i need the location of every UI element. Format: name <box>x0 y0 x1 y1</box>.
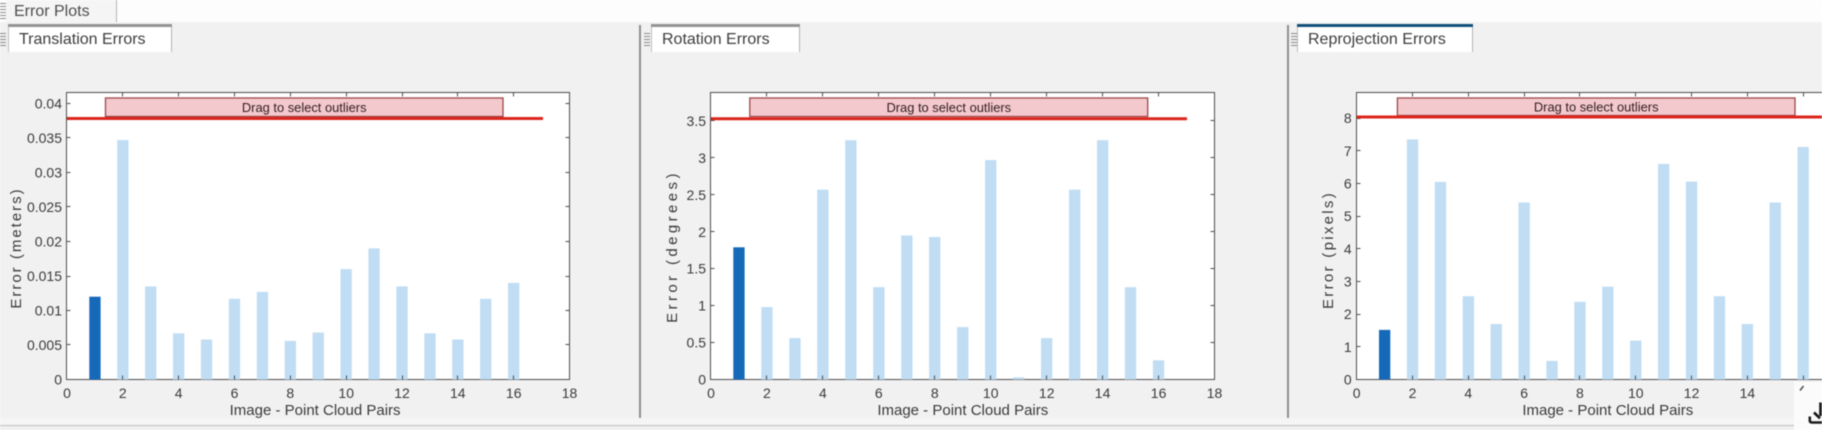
svg-text:0.035: 0.035 <box>27 130 62 146</box>
svg-text:2: 2 <box>763 385 771 401</box>
svg-text:5: 5 <box>1344 208 1352 224</box>
svg-text:12: 12 <box>1684 385 1700 401</box>
svg-text:0: 0 <box>63 385 71 401</box>
svg-text:10: 10 <box>1628 385 1644 401</box>
svg-text:8: 8 <box>286 385 294 401</box>
svg-text:0.5: 0.5 <box>687 335 707 351</box>
svg-text:3: 3 <box>698 150 706 166</box>
svg-text:18: 18 <box>1207 385 1223 401</box>
svg-text:14: 14 <box>1095 385 1111 401</box>
svg-text:Image - Point Cloud Pairs: Image - Point Cloud Pairs <box>877 402 1048 419</box>
svg-text:2: 2 <box>1344 306 1352 322</box>
svg-text:0.015: 0.015 <box>27 268 62 284</box>
svg-text:Error (meters): Error (meters) <box>8 187 25 308</box>
svg-text:16: 16 <box>506 385 522 401</box>
svg-text:12: 12 <box>394 385 410 401</box>
svg-text:14: 14 <box>450 385 466 401</box>
svg-text:4: 4 <box>1344 241 1352 257</box>
svg-text:8: 8 <box>1576 385 1584 401</box>
svg-text:6: 6 <box>875 385 883 401</box>
svg-text:1.5: 1.5 <box>687 261 707 277</box>
svg-text:4: 4 <box>819 385 827 401</box>
svg-text:4: 4 <box>175 385 183 401</box>
svg-text:2: 2 <box>119 385 127 401</box>
svg-text:14: 14 <box>1740 385 1756 401</box>
svg-text:12: 12 <box>1039 385 1055 401</box>
svg-text:18: 18 <box>562 385 578 401</box>
svg-text:0: 0 <box>1344 372 1352 388</box>
svg-text:Image - Point Cloud Pairs: Image - Point Cloud Pairs <box>230 402 401 419</box>
svg-text:16: 16 <box>1151 385 1167 401</box>
svg-text:0: 0 <box>698 372 706 388</box>
svg-text:Error (pixels): Error (pixels) <box>1320 191 1337 309</box>
svg-text:10: 10 <box>338 385 354 401</box>
svg-text:8: 8 <box>931 385 939 401</box>
svg-text:10: 10 <box>983 385 999 401</box>
svg-text:Drag to select outliers: Drag to select outliers <box>242 100 367 115</box>
svg-text:Error (degrees): Error (degrees) <box>664 170 681 323</box>
svg-text:7: 7 <box>1344 143 1352 159</box>
svg-text:0.01: 0.01 <box>35 303 62 319</box>
svg-text:1: 1 <box>698 298 706 314</box>
svg-text:2: 2 <box>1409 385 1417 401</box>
svg-text:Drag to select outliers: Drag to select outliers <box>886 100 1011 115</box>
svg-text:0.02: 0.02 <box>35 234 62 250</box>
svg-text:3.5: 3.5 <box>687 113 707 129</box>
svg-text:6: 6 <box>231 385 239 401</box>
svg-text:0: 0 <box>54 372 62 388</box>
svg-text:2.5: 2.5 <box>687 187 707 203</box>
svg-text:0: 0 <box>707 385 715 401</box>
svg-text:0: 0 <box>1353 385 1361 401</box>
svg-text:0.005: 0.005 <box>27 337 62 353</box>
svg-text:Drag to select outliers: Drag to select outliers <box>1534 99 1659 114</box>
svg-text:3: 3 <box>1344 274 1352 290</box>
svg-text:6: 6 <box>1344 176 1352 192</box>
svg-text:0.04: 0.04 <box>35 96 62 112</box>
svg-text:1: 1 <box>1344 339 1352 355</box>
svg-text:0.03: 0.03 <box>35 165 62 181</box>
svg-text:6: 6 <box>1520 385 1528 401</box>
svg-text:4: 4 <box>1464 385 1472 401</box>
svg-text:0.025: 0.025 <box>27 199 62 215</box>
svg-text:8: 8 <box>1344 110 1352 126</box>
svg-text:Image - Point Cloud Pairs: Image - Point Cloud Pairs <box>1522 402 1693 419</box>
svg-text:2: 2 <box>698 224 706 240</box>
